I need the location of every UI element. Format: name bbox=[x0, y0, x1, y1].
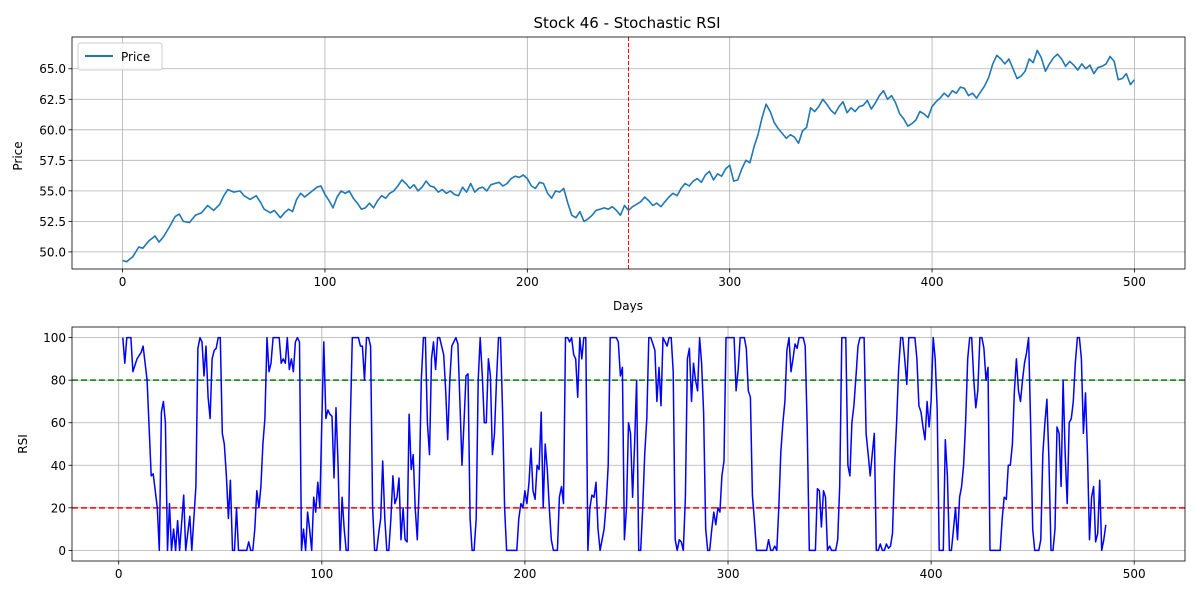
price-x-tick-label: 200 bbox=[516, 275, 539, 289]
legend-label-price: Price bbox=[121, 50, 150, 64]
rsi-x-tick-label: 0 bbox=[115, 567, 123, 581]
price-x-tick-label: 300 bbox=[718, 275, 741, 289]
rsi-x-tick-label: 100 bbox=[310, 567, 333, 581]
price-y-tick-label: 55.0 bbox=[39, 184, 66, 198]
chart-title: Stock 46 - Stochastic RSI bbox=[533, 14, 720, 32]
price-chart: Stock 46 - Stochastic RSI 0 100 200 300 400 5… bbox=[11, 14, 1186, 313]
price-x-tick-label: 100 bbox=[314, 275, 337, 289]
rsi-y-tick-label: 80 bbox=[51, 374, 66, 388]
price-series-line bbox=[122, 49, 1136, 263]
price-x-tick-label: 500 bbox=[1123, 275, 1146, 289]
legend-box bbox=[77, 42, 163, 71]
price-y-tick-label: 52.5 bbox=[39, 215, 66, 229]
rsi-series-line bbox=[122, 336, 1107, 552]
price-y-tick-label: 65.0 bbox=[39, 62, 66, 76]
price-chart-plot-area bbox=[122, 37, 1136, 269]
rsi-y-tick-label: 20 bbox=[51, 501, 66, 515]
price-y-tick-label: 50.0 bbox=[39, 245, 66, 259]
rsi-y-axis-label: RSI bbox=[16, 434, 30, 454]
rsi-y-tick-label: 40 bbox=[51, 459, 66, 473]
price-chart-frame bbox=[71, 36, 1186, 270]
price-y-tick-label: 57.5 bbox=[39, 154, 66, 168]
rsi-y-tick-label: 100 bbox=[43, 331, 66, 345]
rsi-x-tick-label: 200 bbox=[513, 567, 536, 581]
rsi-chart-plot-area bbox=[72, 336, 1185, 552]
price-y-tick-label: 62.5 bbox=[39, 93, 66, 107]
rsi-x-tick-label: 400 bbox=[920, 567, 943, 581]
legend: Price bbox=[77, 42, 163, 71]
price-y-axis-label: Price bbox=[11, 141, 25, 170]
rsi-x-tick-label: 500 bbox=[1123, 567, 1146, 581]
rsi-y-tick-label: 0 bbox=[58, 544, 66, 558]
price-y-tick-label: 60.0 bbox=[39, 123, 66, 137]
rsi-y-tick-label: 60 bbox=[51, 416, 66, 430]
rsi-x-tick-label: 300 bbox=[717, 567, 740, 581]
rsi-chart-ticks: 0 100 200 300 400 500 0 20 40 60 80 100 bbox=[43, 331, 1146, 581]
x-axis-label: Days bbox=[613, 299, 643, 313]
price-chart-ticks: 0 100 200 300 400 500 50.0 52.5 55.0 57.5 60.0 62.5… bbox=[39, 62, 1146, 289]
rsi-chart-frame bbox=[71, 326, 1186, 562]
rsi-chart: 0 100 200 300 400 500 0 20 40 60 80 100 RSI bbox=[16, 326, 1186, 581]
price-x-tick-label: 0 bbox=[119, 275, 127, 289]
price-x-tick-label: 400 bbox=[921, 275, 944, 289]
